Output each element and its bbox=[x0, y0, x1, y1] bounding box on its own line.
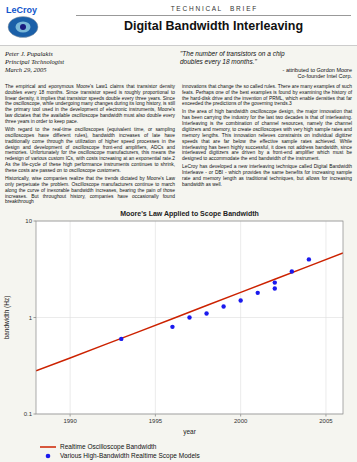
eye-iris bbox=[16, 22, 31, 33]
paragraph: With regard to the real-time oscilloscop… bbox=[5, 127, 175, 174]
tick-label-x: 1990 bbox=[63, 418, 77, 424]
eye-pupil bbox=[20, 24, 26, 30]
legend-swatch bbox=[40, 452, 56, 460]
author-line: March 29, 2005 bbox=[5, 66, 64, 74]
tick-x bbox=[325, 414, 326, 417]
eye-outer bbox=[8, 17, 38, 38]
data-point bbox=[187, 316, 191, 320]
data-point bbox=[238, 299, 242, 303]
data-point bbox=[290, 270, 294, 274]
paragraph: In the area of high bandwidth oscillosco… bbox=[182, 109, 352, 162]
header-rule bbox=[76, 15, 351, 16]
header-right: T E C H N I C A L B R I E F Digital Band… bbox=[76, 5, 351, 33]
data-point bbox=[221, 305, 225, 309]
tick-label-x: 1995 bbox=[149, 418, 163, 424]
paragraph: LeCroy has developed a new interleaving … bbox=[182, 164, 352, 188]
author-line: Principal Technologist bbox=[5, 58, 64, 66]
data-point bbox=[119, 337, 123, 341]
legend-label: Various High-Bandwidth Realtime Scope Mo… bbox=[60, 452, 200, 459]
meta-row: Peter J. PupalakisPrincipal Technologist… bbox=[0, 46, 357, 82]
body-columns: The empirical and eponymous Moore's Law1… bbox=[0, 82, 357, 208]
tick-y bbox=[34, 221, 37, 222]
data-line bbox=[36, 253, 343, 371]
paragraph: innovations that change the so called ru… bbox=[182, 84, 352, 108]
legend-row: Realtime Oscilloscope Bandwidth bbox=[40, 442, 349, 451]
logo-eye bbox=[6, 15, 40, 39]
chart: Moore's Law Applied to Scope Bandwidth 19… bbox=[0, 207, 357, 438]
tick-label-x: 2000 bbox=[234, 418, 248, 424]
data-point bbox=[204, 312, 208, 316]
quote-attribution: - attributed to Gordon Moore Co-founder … bbox=[180, 67, 352, 80]
legend-label: Realtime Oscilloscope Bandwidth bbox=[60, 443, 156, 450]
tick-x bbox=[240, 414, 241, 417]
plot-area bbox=[36, 221, 343, 414]
legend-dot bbox=[46, 453, 51, 458]
plot-frame bbox=[36, 221, 343, 414]
logo: LeCroy bbox=[6, 5, 76, 39]
data-point bbox=[273, 281, 277, 285]
chart-box: Moore's Law Applied to Scope Bandwidth 19… bbox=[0, 207, 357, 442]
paragraph: The empirical and eponymous Moore's Law1… bbox=[5, 84, 175, 125]
legend-line bbox=[40, 446, 56, 448]
quote: "The number of transistors on a chip dou… bbox=[180, 50, 352, 66]
tick-label-y: 10 bbox=[25, 218, 32, 224]
column-left: The empirical and eponymous Moore's Law1… bbox=[5, 84, 175, 208]
data-point bbox=[273, 287, 277, 291]
tick-y bbox=[34, 317, 37, 318]
paragraph: Historically, wise companies realize tha… bbox=[5, 176, 175, 205]
tick-label-y: 1 bbox=[29, 315, 33, 321]
x-axis-label: year bbox=[183, 428, 196, 436]
plot-marks bbox=[36, 253, 343, 371]
page-title: Digital Bandwidth Interleaving bbox=[76, 19, 351, 33]
author-line: Peter J. Pupalakis bbox=[5, 50, 64, 58]
header-text: T E C H N I C A L B R I E F bbox=[76, 5, 351, 12]
authors: Peter J. PupalakisPrincipal Technologist… bbox=[5, 50, 64, 80]
header-band: LeCroy T E C H N I C A L B R I E F Digit… bbox=[0, 0, 357, 46]
tick-x bbox=[155, 414, 156, 417]
y-axis-label: bandwidth (Hz) bbox=[3, 296, 11, 340]
legend-swatch bbox=[40, 443, 56, 451]
tick-x bbox=[70, 414, 71, 417]
logo-text: LeCroy bbox=[6, 5, 37, 15]
tick-label-y: 0.1 bbox=[24, 411, 33, 417]
data-point bbox=[170, 325, 174, 329]
tick-label-x: 2005 bbox=[319, 418, 333, 424]
data-point bbox=[307, 257, 311, 261]
tick-y bbox=[34, 414, 37, 415]
data-point bbox=[256, 291, 260, 295]
legend-row: Various High-Bandwidth Realtime Scope Mo… bbox=[40, 451, 349, 460]
column-right: innovations that change the so called ru… bbox=[182, 84, 352, 208]
chart-title: Moore's Law Applied to Scope Bandwidth bbox=[120, 210, 259, 218]
quote-box: "The number of transistors on a chip dou… bbox=[180, 50, 352, 80]
legend: Realtime Oscilloscope Bandwidth Various H… bbox=[0, 442, 357, 462]
